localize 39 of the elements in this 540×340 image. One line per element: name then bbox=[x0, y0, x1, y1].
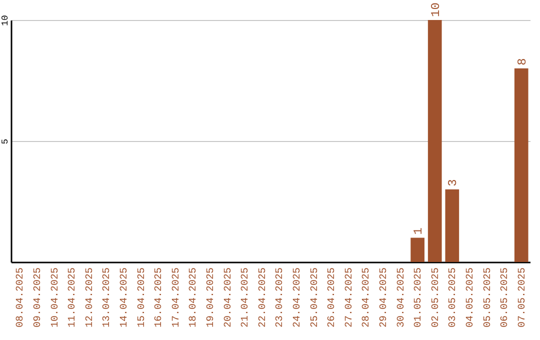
x-tick-label: 03.05.2025 bbox=[448, 268, 460, 328]
x-tick-label: 24.04.2025 bbox=[292, 268, 304, 328]
x-tick-label: 15.04.2025 bbox=[136, 268, 148, 328]
x-tick-label: 17.04.2025 bbox=[171, 268, 182, 328]
bar bbox=[445, 189, 460, 262]
x-tick-label: 27.04.2025 bbox=[344, 268, 356, 328]
data-label: 10 bbox=[428, 2, 443, 17]
x-tick-label: 09.04.2025 bbox=[32, 268, 44, 328]
x-tick-label: 18.04.2025 bbox=[188, 268, 200, 328]
x-tick-label: 21.04.2025 bbox=[240, 268, 252, 328]
x-tick-label: 19.04.2025 bbox=[206, 268, 217, 328]
x-tick-label: 12.04.2025 bbox=[84, 268, 96, 328]
x-tick-label: 30.04.2025 bbox=[396, 268, 408, 328]
x-tick-label: 25.04.2025 bbox=[310, 268, 321, 328]
x-tick-label: 28.04.2025 bbox=[362, 268, 373, 328]
x-tick-label: 02.05.2025 bbox=[430, 268, 442, 328]
x-tick-label: 16.04.2025 bbox=[154, 268, 166, 328]
data-label: 3 bbox=[446, 179, 460, 186]
data-label: 8 bbox=[515, 58, 530, 66]
bar bbox=[514, 68, 528, 262]
bar bbox=[428, 20, 442, 262]
x-tick-label: 10.04.2025 bbox=[50, 268, 62, 328]
x-tick-label: 04.05.2025 bbox=[465, 268, 476, 328]
x-tick-label: 26.04.2025 bbox=[327, 268, 338, 328]
x-tick-label: 07.05.2025 bbox=[517, 268, 528, 328]
x-tick-label: 23.04.2025 bbox=[275, 268, 286, 328]
x-tick-label: 14.04.2025 bbox=[119, 268, 130, 328]
x-tick-label: 06.05.2025 bbox=[500, 268, 512, 328]
x-tick-label: 11.04.2025 bbox=[68, 268, 79, 328]
x-tick-label: 13.04.2025 bbox=[102, 268, 114, 328]
bar bbox=[410, 238, 424, 262]
x-tick-label: 08.04.2025 bbox=[16, 268, 27, 328]
x-tick-label: 05.05.2025 bbox=[482, 268, 494, 328]
x-tick-label: 22.04.2025 bbox=[258, 268, 269, 328]
y-tick-label: 5 bbox=[0, 138, 10, 144]
data-label: 1 bbox=[412, 228, 426, 235]
x-tick-label: 29.04.2025 bbox=[378, 268, 390, 328]
x-tick-label: 20.04.2025 bbox=[223, 268, 234, 328]
x-tick-label: 01.05.2025 bbox=[414, 268, 425, 328]
